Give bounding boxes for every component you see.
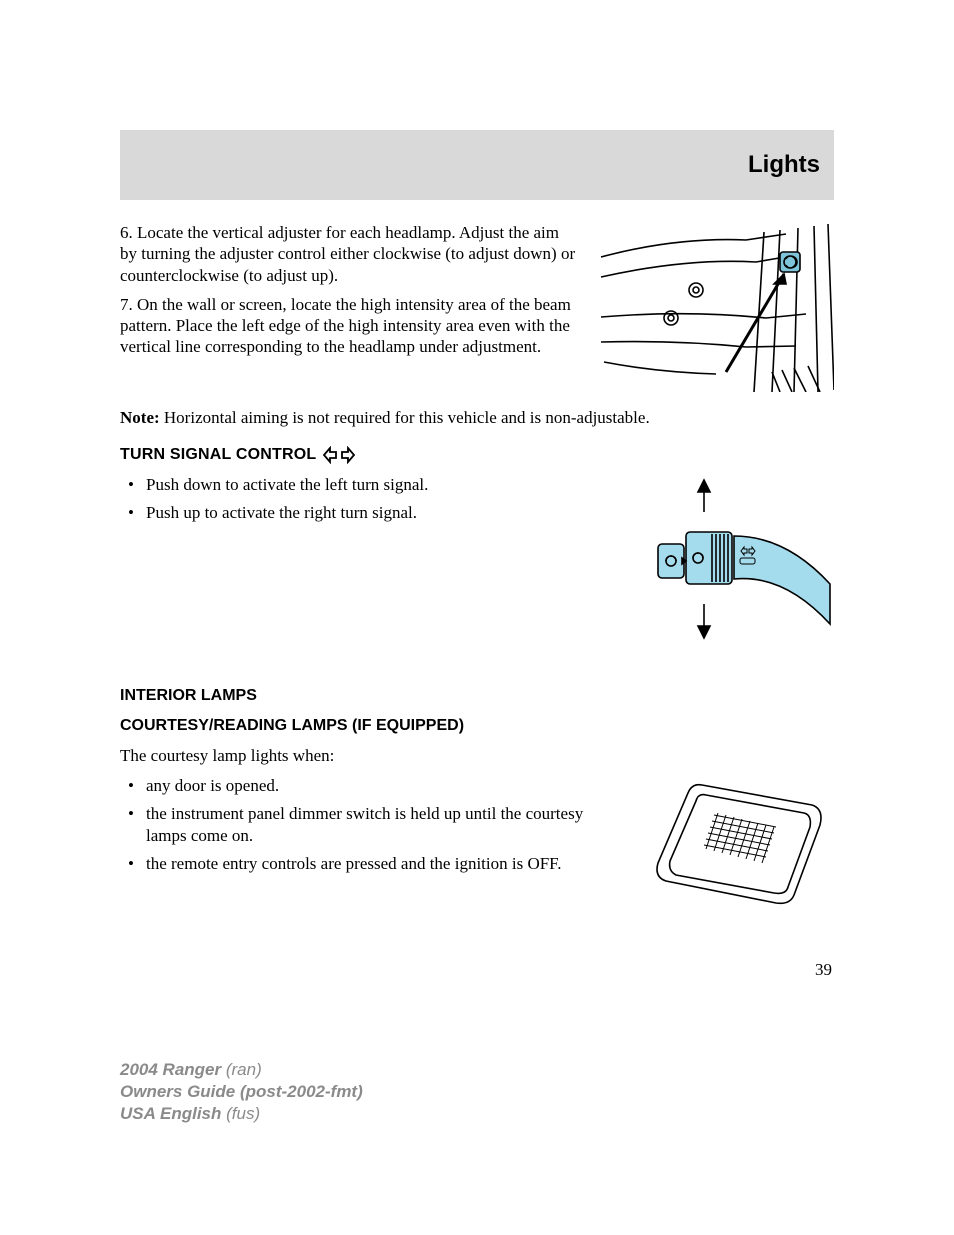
section-header: Lights [120, 130, 834, 200]
page-number: 39 [120, 960, 834, 980]
courtesy-bullet-2: the instrument panel dimmer switch is he… [120, 803, 626, 847]
footer-model-code: (ran) [226, 1060, 262, 1079]
courtesy-lamps-heading: COURTESY/READING LAMPS (IF EQUIPPED) [120, 717, 834, 735]
section-title: Lights [748, 151, 820, 179]
footer-lang-code: (fus) [226, 1104, 260, 1123]
step-6-text: 6. Locate the vertical adjuster for each… [120, 222, 578, 286]
footer-model: 2004 Ranger [120, 1060, 226, 1079]
footer-meta: 2004 Ranger (ran) Owners Guide (post-200… [120, 1059, 363, 1125]
courtesy-bullet-3: the remote entry controls are pressed an… [120, 853, 626, 875]
courtesy-bullets: any door is opened. the instrument panel… [120, 775, 626, 875]
courtesy-lamp-figure [644, 775, 834, 920]
turn-signal-bullet-2: Push up to activate the right turn signa… [120, 502, 598, 524]
turn-signal-bullet-1: Push down to activate the left turn sign… [120, 474, 598, 496]
headlamp-adjuster-figure [596, 222, 834, 397]
turn-signal-icon [322, 446, 356, 464]
note-text: Note: Horizontal aiming is not required … [120, 407, 834, 428]
footer-guide: Owners Guide (post-2002-fmt) [120, 1081, 363, 1103]
courtesy-intro: The courtesy lamp lights when: [120, 745, 834, 766]
turn-signal-heading: TURN SIGNAL CONTROL [120, 446, 834, 464]
step-7-text: 7. On the wall or screen, locate the hig… [120, 294, 578, 358]
footer-lang: USA English [120, 1104, 226, 1123]
interior-lamps-heading: INTERIOR LAMPS [120, 687, 834, 705]
turn-signal-bullets: Push down to activate the left turn sign… [120, 474, 598, 524]
courtesy-bullet-1: any door is opened. [120, 775, 626, 797]
turn-signal-heading-text: TURN SIGNAL CONTROL [120, 446, 316, 464]
note-body: Horizontal aiming is not required for th… [160, 408, 650, 427]
turn-signal-stalk-figure [616, 474, 834, 657]
note-label: Note: [120, 408, 160, 427]
